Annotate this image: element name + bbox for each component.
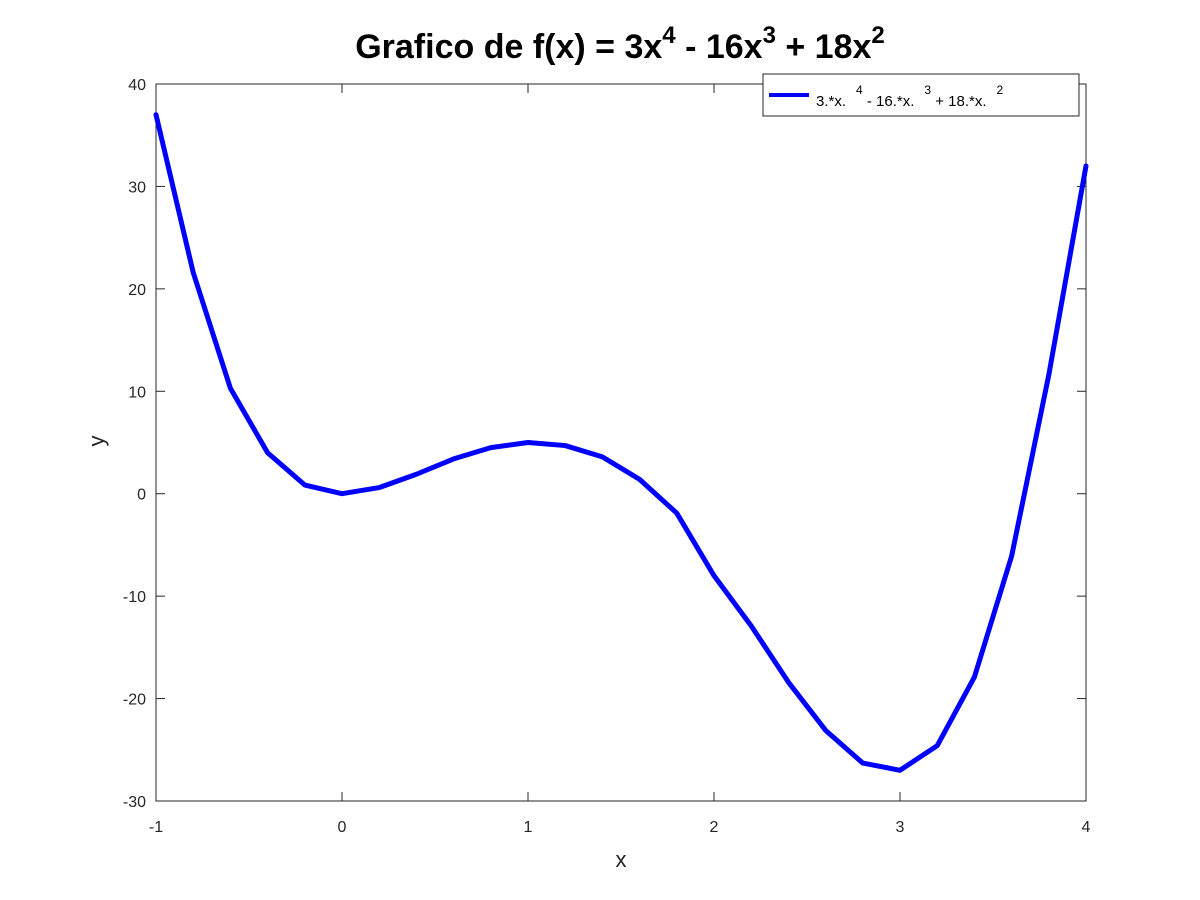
series-group: [153, 112, 1089, 773]
legend-box: [762, 73, 1080, 117]
legend-series-label: 3.*x.4 - 16.*x.3 + 18.*x.2: [816, 83, 1004, 110]
y-tick-label: -30: [123, 794, 146, 811]
y-tick-label: 10: [128, 384, 146, 401]
y-tick-label: 40: [128, 77, 146, 94]
legend: 3.*x.4 - 16.*x.3 + 18.*x.2: [762, 73, 1080, 117]
x-tick-label: -1: [149, 819, 163, 836]
x-axis-label: x: [616, 847, 627, 872]
y-tick-label: 30: [128, 179, 146, 196]
chart-title: Grafico de f(x) = 3x4 - 16x3 + 18x2: [355, 22, 885, 66]
x-tick-label: 4: [1082, 819, 1091, 836]
x-tick-label: 3: [896, 819, 905, 836]
y-tick-label: 20: [128, 282, 146, 299]
y-axis-label: y: [84, 436, 109, 447]
plot-area-box: [155, 83, 1087, 802]
x-tick-label: 1: [524, 819, 533, 836]
x-tick-label: 2: [710, 819, 719, 836]
series-line: [153, 112, 1089, 773]
x-tick-label: 0: [338, 819, 347, 836]
y-tick-label: 0: [137, 487, 146, 504]
y-tick-label: -20: [123, 692, 146, 709]
y-tick-label: -10: [123, 589, 146, 606]
